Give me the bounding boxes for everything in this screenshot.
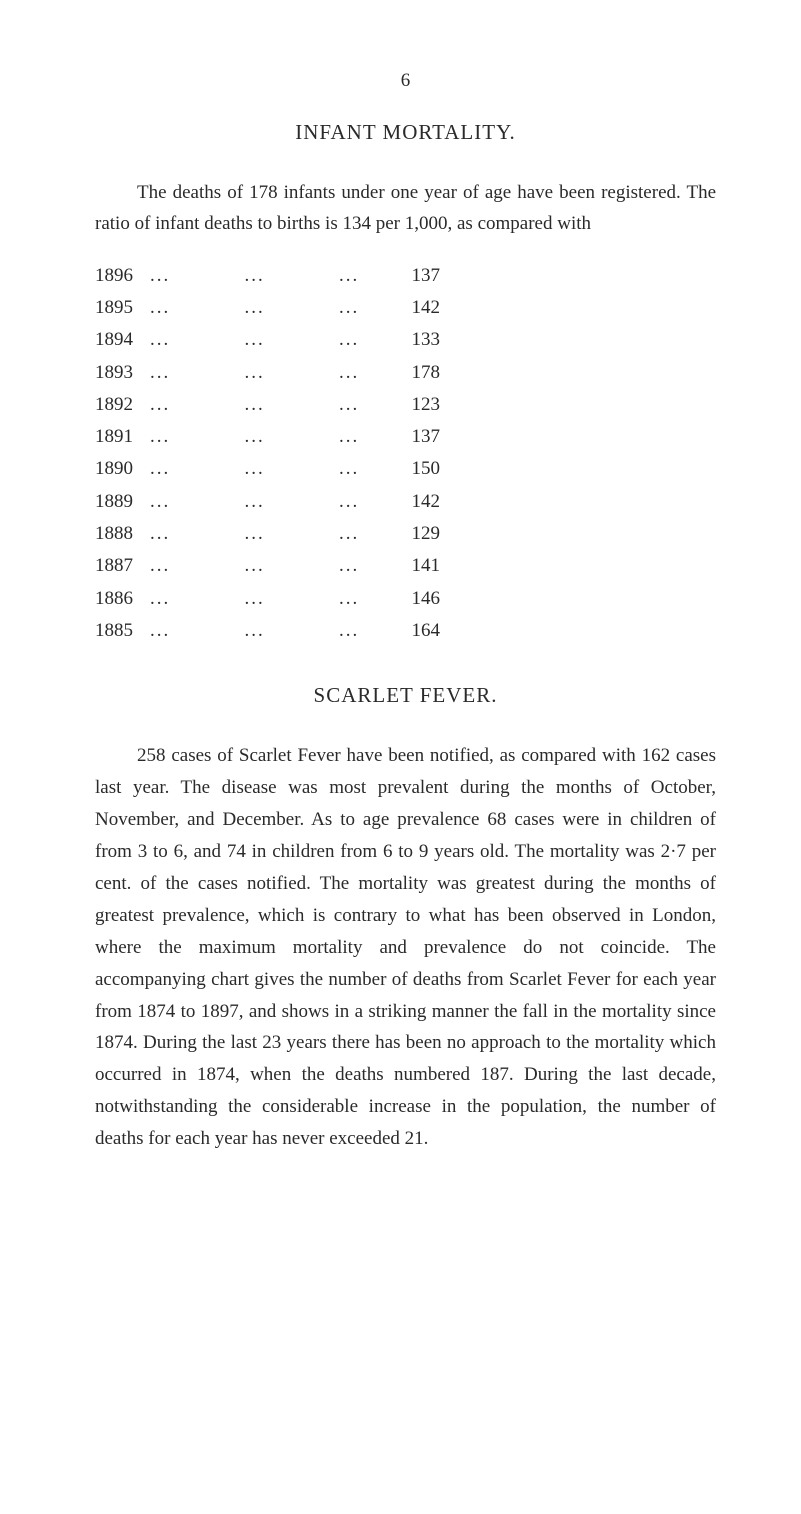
year-cell: 1893: [95, 357, 150, 389]
value-cell: 137: [390, 421, 440, 453]
dots-cell: ... ... ...: [150, 583, 390, 615]
value-cell: 164: [390, 615, 440, 647]
value-cell: 129: [390, 518, 440, 550]
table-row: 1887 ... ... ... 141: [95, 550, 716, 582]
value-cell: 123: [390, 389, 440, 421]
table-row: 1891 ... ... ... 137: [95, 421, 716, 453]
dots-cell: ... ... ...: [150, 324, 390, 356]
value-cell: 133: [390, 324, 440, 356]
year-cell: 1896: [95, 260, 150, 292]
dots-cell: ... ... ...: [150, 260, 390, 292]
mortality-table: 1896 ... ... ... 137 1895 ... ... ... 14…: [95, 260, 716, 648]
dots-cell: ... ... ...: [150, 486, 390, 518]
dots-cell: ... ... ...: [150, 615, 390, 647]
section-title-scarlet-fever: SCARLET FEVER.: [95, 683, 716, 708]
value-cell: 141: [390, 550, 440, 582]
dots-cell: ... ... ...: [150, 421, 390, 453]
table-row: 1886 ... ... ... 146: [95, 583, 716, 615]
document-page: 6 INFANT MORTALITY. The deaths of 178 in…: [0, 0, 801, 1215]
table-row: 1888 ... ... ... 129: [95, 518, 716, 550]
table-row: 1885 ... ... ... 164: [95, 615, 716, 647]
value-cell: 146: [390, 583, 440, 615]
table-row: 1895 ... ... ... 142: [95, 292, 716, 324]
table-row: 1896 ... ... ... 137: [95, 260, 716, 292]
table-row: 1892 ... ... ... 123: [95, 389, 716, 421]
year-cell: 1890: [95, 453, 150, 485]
year-cell: 1892: [95, 389, 150, 421]
year-cell: 1894: [95, 324, 150, 356]
year-cell: 1887: [95, 550, 150, 582]
year-cell: 1889: [95, 486, 150, 518]
dots-cell: ... ... ...: [150, 292, 390, 324]
table-row: 1894 ... ... ... 133: [95, 324, 716, 356]
year-cell: 1886: [95, 583, 150, 615]
dots-cell: ... ... ...: [150, 518, 390, 550]
table-row: 1893 ... ... ... 178: [95, 357, 716, 389]
value-cell: 150: [390, 453, 440, 485]
dots-cell: ... ... ...: [150, 550, 390, 582]
value-cell: 137: [390, 260, 440, 292]
intro-paragraph: The deaths of 178 infants under one year…: [95, 177, 716, 240]
dots-cell: ... ... ...: [150, 357, 390, 389]
year-cell: 1885: [95, 615, 150, 647]
page-number: 6: [95, 70, 716, 92]
year-cell: 1888: [95, 518, 150, 550]
year-cell: 1891: [95, 421, 150, 453]
section-title-infant-mortality: INFANT MORTALITY.: [95, 120, 716, 145]
value-cell: 142: [390, 292, 440, 324]
value-cell: 178: [390, 357, 440, 389]
table-row: 1889 ... ... ... 142: [95, 486, 716, 518]
table-row: 1890 ... ... ... 150: [95, 453, 716, 485]
body-paragraph: 258 cases of Scarlet Fever have been not…: [95, 740, 716, 1155]
value-cell: 142: [390, 486, 440, 518]
dots-cell: ... ... ...: [150, 389, 390, 421]
dots-cell: ... ... ...: [150, 453, 390, 485]
year-cell: 1895: [95, 292, 150, 324]
